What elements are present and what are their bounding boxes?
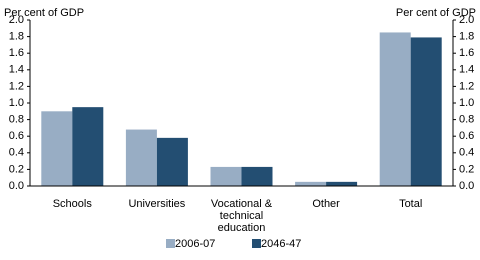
y-tick-label: 1.0 xyxy=(9,97,24,109)
bar xyxy=(241,166,273,186)
y2-tick-label: 1.2 xyxy=(459,80,474,92)
x-tick-label: Vocational & technical education xyxy=(210,198,273,234)
y-tick-label: 0.4 xyxy=(9,147,24,159)
bar xyxy=(326,181,358,186)
legend-label: 2046-47 xyxy=(261,238,301,250)
x-tick-label: Universities xyxy=(128,198,186,210)
y2-tick-label: 1.0 xyxy=(459,97,474,109)
bar xyxy=(410,37,442,187)
y-tick-label: 0.8 xyxy=(9,114,24,126)
y-tick-label: 0.0 xyxy=(9,180,24,192)
y-tick-label: 1.2 xyxy=(9,80,24,92)
y2-tick-label: 0.8 xyxy=(459,114,474,126)
y2-axis-label: Per cent of GDP xyxy=(396,7,476,19)
y-tick-label: 0.2 xyxy=(9,163,24,175)
y-tick-label: 0.6 xyxy=(9,130,24,142)
y-tick-label: 1.8 xyxy=(9,31,24,43)
y2-tick-label: 1.8 xyxy=(459,31,474,43)
y2-tick-label: 2.0 xyxy=(459,14,474,26)
y2-tick-label: 0.0 xyxy=(459,180,474,192)
legend-swatch xyxy=(252,239,261,248)
y2-tick-label: 1.4 xyxy=(459,64,474,76)
x-tick-label: Other xyxy=(312,198,340,210)
bar xyxy=(125,129,157,186)
bar xyxy=(210,166,242,186)
legend-label: 2006-07 xyxy=(175,238,215,250)
y2-tick-label: 0.4 xyxy=(459,147,474,159)
y-tick-label: 1.4 xyxy=(9,64,24,76)
bar xyxy=(72,107,104,186)
bar xyxy=(156,137,188,186)
y2-tick-label: 0.6 xyxy=(459,130,474,142)
y-tick-label: 2.0 xyxy=(9,14,24,26)
bar xyxy=(379,32,411,187)
y-tick-label: 1.6 xyxy=(9,47,24,59)
y-axis-label: Per cent of GDP xyxy=(4,7,84,19)
y2-tick-label: 0.2 xyxy=(459,163,474,175)
legend-swatch xyxy=(166,239,175,248)
bar xyxy=(41,111,73,186)
bar xyxy=(295,181,327,186)
x-tick-label: Schools xyxy=(52,198,92,210)
x-tick-label: Total xyxy=(399,198,423,210)
y2-tick-label: 1.6 xyxy=(459,47,474,59)
